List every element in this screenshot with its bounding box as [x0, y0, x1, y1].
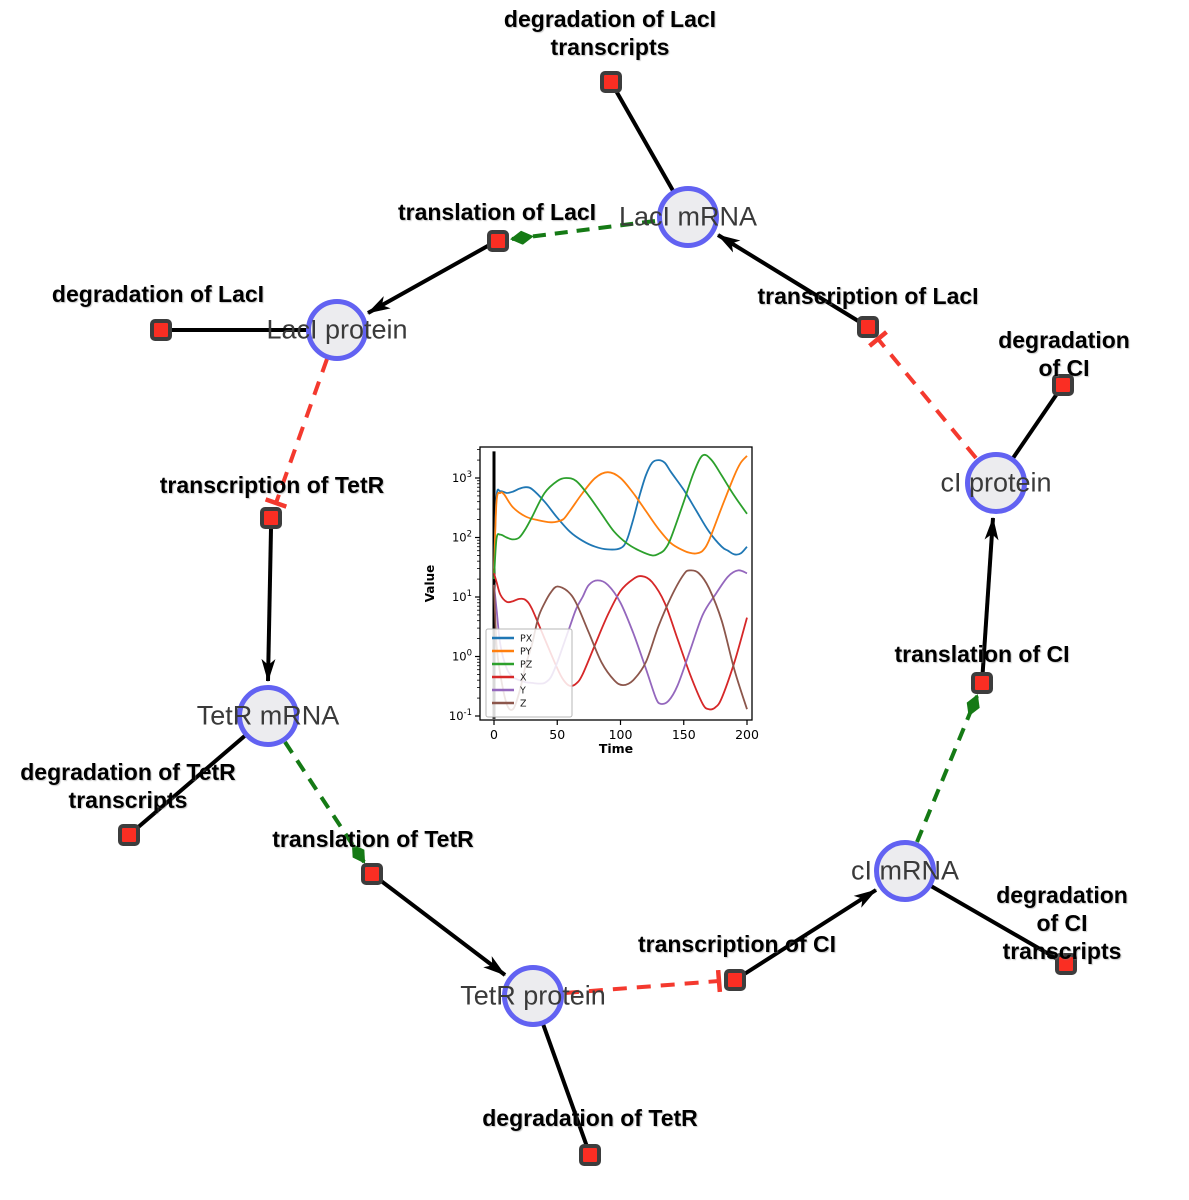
species-label-tetr-protein: TetR protein — [460, 980, 606, 1011]
reaction-node-transcription-ci[interactable] — [724, 969, 746, 991]
edge-laci-mrna-to-translation-laci — [510, 219, 656, 245]
species-node-laci-mrna[interactable] — [657, 186, 719, 248]
reaction-label-degradation-tetr: degradation of TetR — [482, 1105, 698, 1131]
reaction-label-translation-ci: translation of CI — [894, 641, 1070, 667]
legend-label-PX: PX — [520, 634, 533, 645]
species-node-ci-protein[interactable] — [965, 452, 1027, 514]
chart-legend: PX PY PZ XYZ — [485, 628, 573, 718]
reaction-node-translation-laci[interactable] — [487, 230, 509, 252]
reaction-label-transcription-ci: transcription of CI — [637, 931, 837, 957]
reaction-node-transcription-tetr[interactable] — [260, 507, 282, 529]
plot-frame — [479, 446, 753, 721]
svg-text:10-1: 10-1 — [449, 708, 472, 723]
svg-text:0: 0 — [490, 727, 498, 742]
reaction-label-translation-tetr: translation of TetR — [272, 826, 474, 852]
series-PY — [493, 455, 748, 574]
legend-label-Y: Y — [519, 686, 526, 697]
chart-axes: 103 102 101 100 10-1 0 50 100 150 200 Time Value — [423, 449, 759, 756]
legend-label-PY: PY — [520, 647, 532, 658]
species-node-laci-protein[interactable] — [306, 299, 368, 361]
species-label-laci-mrna: LacI mRNA — [618, 201, 758, 232]
reaction-label-translation-laci: translation of LacI — [397, 199, 597, 225]
series-PZ — [493, 453, 748, 580]
reaction-node-transcription-laci[interactable] — [857, 316, 879, 338]
edge-translation-ci-to-ci-protein — [980, 517, 999, 684]
species-label-laci-protein: LacI protein — [266, 314, 408, 345]
svg-text:103: 103 — [452, 470, 472, 485]
species-label-ci-mrna: cI mRNA — [851, 855, 959, 886]
svg-text:102: 102 — [452, 530, 472, 545]
legend-label-Z: Z — [520, 699, 527, 710]
reaction-node-degradation-ci-transcripts[interactable] — [1055, 953, 1077, 975]
edge-transcription-laci-to-laci-mrna — [716, 233, 870, 329]
reaction-label-degradation-laci: degradation of LacI — [51, 281, 265, 307]
edge-tetr-mrna-to-translation-tetr — [283, 740, 366, 864]
svg-text:100: 100 — [452, 649, 472, 664]
species-label-ci-protein: cI protein — [940, 467, 1052, 498]
species-node-tetr-protein[interactable] — [502, 965, 564, 1027]
reaction-label-degradation-ci-transcripts: degradation of CI transcripts — [996, 882, 1128, 964]
legend-label-X: X — [520, 673, 527, 684]
reaction-node-translation-tetr[interactable] — [361, 863, 383, 885]
reaction-node-degradation-ci[interactable] — [1052, 374, 1074, 396]
y-axis-label: Value — [423, 565, 437, 603]
legend-label-PZ: PZ — [520, 660, 533, 671]
svg-text:100: 100 — [609, 727, 633, 742]
svg-text:150: 150 — [672, 727, 696, 742]
edge-ci-protein-inhibits-transcription-laci — [868, 330, 978, 460]
edge-laci-protein-inhibits-transcription-tetr — [264, 358, 329, 509]
reaction-label-degradation-tetr-transcripts: degradation of TetR transcripts — [20, 759, 236, 813]
reaction-label-transcription-tetr: transcription of TetR — [159, 472, 385, 498]
reaction-label-degradation-ci: degradation of CI — [998, 327, 1130, 381]
reaction-node-degradation-tetr-transcripts[interactable] — [118, 824, 140, 846]
series-X — [493, 573, 748, 711]
x-axis-label: Time — [599, 741, 633, 756]
edge-transcription-ci-to-ci-mrna — [733, 888, 878, 982]
svg-text:50: 50 — [549, 727, 565, 742]
series-PX — [493, 459, 748, 569]
edge-ci-mrna-to-translation-ci — [915, 694, 980, 843]
reaction-node-translation-ci[interactable] — [971, 672, 993, 694]
edge-tetr-protein-inhibits-transcription-ci — [564, 969, 723, 995]
svg-text:200: 200 — [735, 727, 759, 742]
edge-translation-laci-to-laci-protein — [367, 241, 494, 315]
svg-text:101: 101 — [452, 589, 472, 604]
edge-translation-tetr-to-tetr-protein — [370, 872, 507, 977]
reaction-node-degradation-tetr[interactable] — [579, 1144, 601, 1166]
species-node-tetr-mrna[interactable] — [237, 685, 299, 747]
edge-transcription-tetr-to-tetr-mrna — [261, 528, 276, 682]
reaction-label-transcription-laci: transcription of LacI — [757, 283, 979, 309]
reaction-node-degradation-laci-transcripts[interactable] — [600, 71, 622, 93]
reaction-label-degradation-laci-transcripts: degradation of LacI transcripts — [503, 6, 717, 60]
species-node-ci-mrna[interactable] — [874, 840, 936, 902]
reaction-node-degradation-laci[interactable] — [150, 319, 172, 341]
species-label-tetr-mrna: TetR mRNA — [196, 700, 340, 731]
